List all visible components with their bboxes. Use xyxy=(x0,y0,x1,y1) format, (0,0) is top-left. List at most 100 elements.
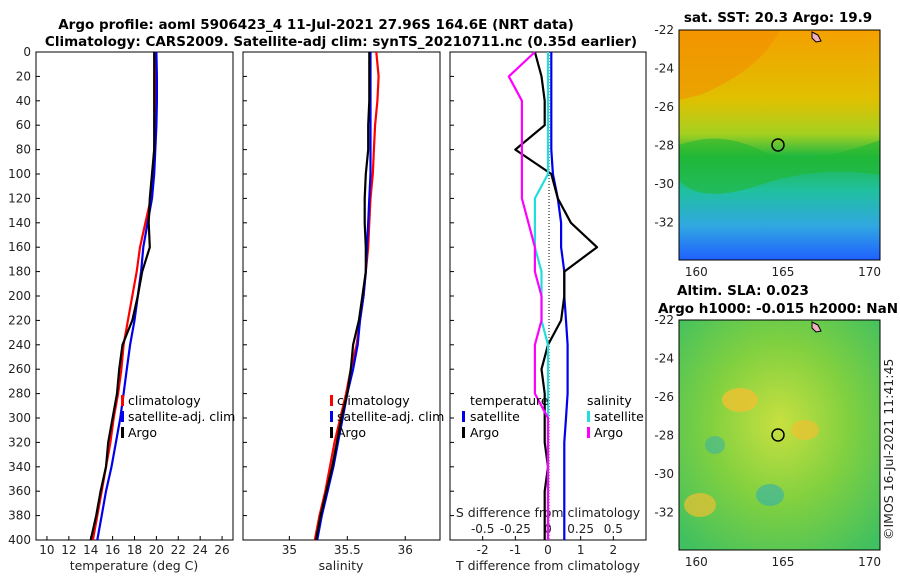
salinity-difference-tick-labels: -0.5 -0.25 0 0.25 0.5 xyxy=(471,522,623,536)
sst-map-frame xyxy=(678,29,881,261)
depth-tick-label: 320 xyxy=(8,435,31,449)
legend-s-argo-label: Argo xyxy=(594,425,623,440)
sst-warm-patch xyxy=(679,30,780,100)
depth-tick-label: 300 xyxy=(8,411,31,425)
lat-tick-label: -30 xyxy=(654,467,674,481)
legend-climatology-label: climatology xyxy=(337,393,410,408)
legend-satellite-label: satellite-adj. clim xyxy=(128,409,235,424)
depth-tick-label: 60 xyxy=(16,118,31,132)
legend-t-satellite-label: satellite xyxy=(470,409,520,424)
lat-tick-label: -28 xyxy=(654,139,674,153)
depth-tick-label: 380 xyxy=(8,509,31,523)
legend-t-satellite-swatch xyxy=(462,411,465,422)
legend-t-argo-swatch xyxy=(462,427,465,438)
sst-green-band xyxy=(679,138,880,194)
x-tick-label: 12 xyxy=(61,543,76,557)
argo-position-marker xyxy=(771,428,785,442)
temperature-axes xyxy=(35,51,234,541)
salinity-tick-labels: 35 35.5 36 xyxy=(282,536,413,557)
legend-s-argo-swatch xyxy=(587,427,590,438)
x-tick-label: 20 xyxy=(149,543,164,557)
temperature-tick-labels: 10 12 14 16 18 20 22 24 26 xyxy=(39,536,230,557)
lat-tick-label: -32 xyxy=(654,216,674,230)
sla-map xyxy=(678,319,881,551)
series-line-argo xyxy=(89,52,156,541)
sla-map-title: Altim. SLA: 0.023 xyxy=(677,283,809,299)
sla-map-frame xyxy=(678,319,881,551)
lat-tick-label: -22 xyxy=(654,313,674,327)
panel-tick-marks xyxy=(36,51,454,541)
legend-temperature-header: temperature xyxy=(470,393,549,408)
temperature-xlabel: temperature (deg C) xyxy=(70,558,199,573)
legend-s-satellite-label: satellite xyxy=(594,409,644,424)
depth-tick-label: 340 xyxy=(8,460,31,474)
t-difference-xlabel: T difference from climatology xyxy=(455,558,641,573)
lon-tick-label: 165 xyxy=(772,555,795,569)
depth-tick-label: 280 xyxy=(8,387,31,401)
lat-tick-label: -22 xyxy=(654,23,674,37)
lat-tick-label: -24 xyxy=(654,62,674,76)
island-shape xyxy=(811,31,822,43)
sla-high-patch xyxy=(684,493,716,517)
sst-tick-labels: 160 165 170 -22 -24 -26 -28 -30 -32 xyxy=(654,23,881,279)
s-diff-tick-label: 0.25 xyxy=(567,522,594,536)
legend-argo-label: Argo xyxy=(337,425,366,440)
lon-tick-label: 170 xyxy=(858,265,881,279)
x-tick-label: 10 xyxy=(39,543,54,557)
island-shape xyxy=(811,321,822,333)
depth-tick-label: 360 xyxy=(8,484,31,498)
x-tick-label: 22 xyxy=(171,543,186,557)
depth-tick-label: 0 xyxy=(23,45,31,59)
imos-credit: ©IMOS 16-Jul-2021 11:41:45 xyxy=(881,359,896,540)
sla-tick-labels: 160 165 170 -22 -24 -26 -28 -30 -32 xyxy=(654,313,881,569)
salinity-axes xyxy=(242,51,441,541)
depth-tick-label: 80 xyxy=(16,143,31,157)
difference-lines xyxy=(507,51,599,540)
figure-title-line1: Argo profile: aoml 5906423_4 11-Jul-2021… xyxy=(58,17,574,33)
x-tick-label: 35 xyxy=(282,543,297,557)
lon-tick-label: 160 xyxy=(685,265,708,279)
x-tick-label: 18 xyxy=(127,543,142,557)
legend-climatology-swatch xyxy=(121,395,124,406)
t-diff-tick-label: 0 xyxy=(544,543,552,557)
s-diff-tick-label: -0.5 xyxy=(471,522,494,536)
lat-tick-label: -30 xyxy=(654,177,674,191)
t-diff-tick-label: 2 xyxy=(610,543,618,557)
series-line-s-argo xyxy=(507,51,550,540)
series-line-climatology xyxy=(91,51,157,541)
depth-tick-label: 180 xyxy=(8,265,31,279)
x-tick-label: 26 xyxy=(214,543,229,557)
t-diff-tick-label: 1 xyxy=(577,543,585,557)
sla-map-subtitle: Argo h1000: -0.015 h2000: NaN xyxy=(658,301,898,317)
lat-tick-label: -32 xyxy=(654,506,674,520)
depth-tick-label: 240 xyxy=(8,338,31,352)
legend-salinity-header: salinity xyxy=(587,393,632,408)
depth-tick-label: 120 xyxy=(8,191,31,205)
depth-tick-label: 400 xyxy=(8,533,31,547)
depth-tick-label: 100 xyxy=(8,167,31,181)
depth-tick-labels: 0 20 40 60 80 100 120 140 160 180 200 220 240 260 280 3… xyxy=(8,45,31,547)
lat-tick-label: -26 xyxy=(654,100,674,114)
depth-tick-label: 260 xyxy=(8,362,31,376)
legend-argo-label: Argo xyxy=(128,425,157,440)
legend-climatology-swatch xyxy=(330,395,333,406)
depth-tick-label: 40 xyxy=(16,94,31,108)
depth-tick-label: 140 xyxy=(8,216,31,230)
sla-field xyxy=(679,320,880,550)
legend-argo-swatch xyxy=(330,427,333,438)
legend-s-satellite-swatch xyxy=(587,411,590,422)
sla-high-patch xyxy=(722,388,758,412)
s-diff-tick-label: -0.25 xyxy=(500,522,531,536)
temperature-lines xyxy=(89,51,158,541)
depth-tick-label: 20 xyxy=(16,69,31,83)
series-line-argo xyxy=(314,52,371,541)
salinity-legend: climatology satellite-adj. clim Argo xyxy=(330,393,444,440)
depth-tick-label: 200 xyxy=(8,289,31,303)
difference-legend: temperature salinity satellite Argo sate… xyxy=(462,393,644,440)
x-tick-label: 24 xyxy=(193,543,208,557)
figure-title-line2: Climatology: CARS2009. Satellite-adj cli… xyxy=(45,34,637,50)
x-tick-label: 14 xyxy=(83,543,98,557)
sst-map-title: sat. SST: 20.3 Argo: 19.9 xyxy=(684,10,872,26)
lon-tick-label: 165 xyxy=(772,265,795,279)
